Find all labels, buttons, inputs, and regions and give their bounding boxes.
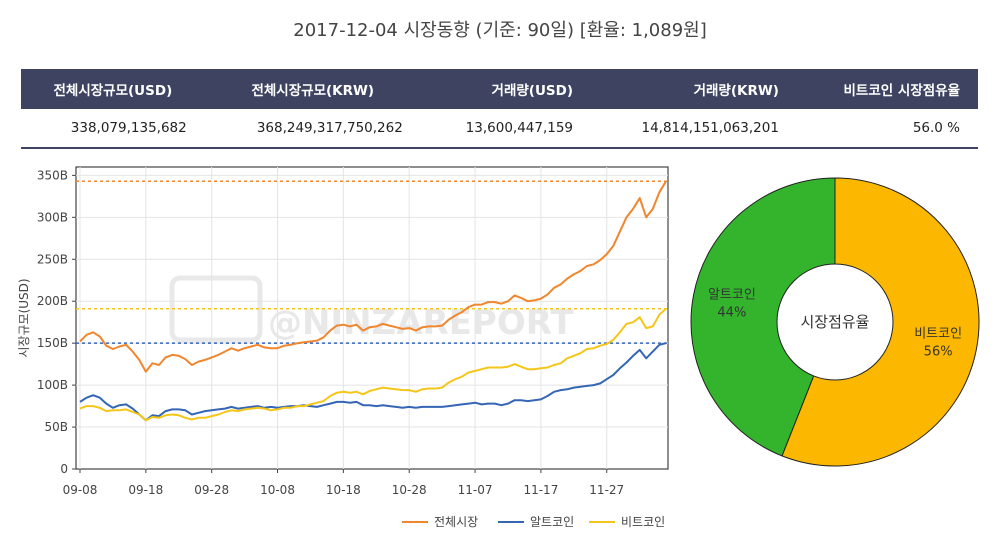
plot-frame [75, 166, 669, 470]
x-tick-label: 11-27 [589, 483, 624, 497]
y-tick-label: 250B [37, 252, 68, 266]
header-volume-krw: 거래량(KRW) [591, 69, 797, 109]
x-tick-label: 10-18 [326, 483, 361, 497]
line-chart: 0 50B 100B 150B 200B 250B 300B 350B 09-08 09-18 09… [17, 166, 669, 497]
y-tick-label: 300B [37, 210, 68, 224]
value-total-usd: 338,079,135,682 [21, 109, 205, 149]
summary-value-row: 338,079,135,682 368,249,317,750,262 13,6… [21, 109, 978, 149]
value-volume-krw: 14,814,151,063,201 [591, 109, 797, 149]
y-tick-label: 50B [44, 420, 68, 434]
x-tick-label: 11-17 [523, 483, 558, 497]
x-tick-label: 09-18 [128, 483, 163, 497]
pie-label-name: 알트코인 [708, 287, 756, 302]
watermark: @NINZAREPORT [169, 275, 574, 343]
series-line-비트코인 [79, 308, 667, 422]
summary-header-row: 전체시장규모(USD) 전체시장규모(KRW) 거래량(USD) 거래량(KRW… [21, 69, 978, 109]
y-axis-label: 시장규모(USD) [17, 278, 31, 357]
market-summary-table: 전체시장규모(USD) 전체시장규모(KRW) 거래량(USD) 거래량(KRW… [21, 69, 978, 149]
header-total-krw: 전체시장규모(KRW) [204, 69, 421, 109]
x-tick-label: 10-28 [392, 483, 427, 497]
x-tick-label: 09-28 [194, 483, 229, 497]
header-volume-usd: 거래량(USD) [420, 69, 592, 109]
value-btc-dominance: 56.0 % [796, 109, 978, 149]
chart-legend: 전체시장 알트코인 비트코인 [402, 515, 665, 529]
y-tick-label: 0 [60, 462, 68, 476]
series-line-전체시장 [79, 180, 667, 373]
pie-center-title: 시장점유율 [800, 313, 869, 331]
watermark-text: @NINZAREPORT [268, 303, 574, 343]
y-tick-label: 200B [37, 294, 68, 308]
legend-label: 전체시장 [434, 515, 478, 529]
y-tick-label: 100B [37, 378, 68, 392]
x-tick-label: 11-07 [458, 483, 493, 497]
series-line-알트코인 [79, 342, 667, 422]
x-tick-label: 10-08 [260, 483, 295, 497]
x-tick-label: 09-08 [63, 483, 98, 497]
y-tick-label: 150B [37, 336, 68, 350]
pie-label-value: 44% [717, 305, 746, 320]
value-volume-usd: 13,600,447,159 [420, 109, 592, 149]
header-btc-dominance: 비트코인 시장점유율 [796, 69, 978, 109]
pie-label-name: 비트코인 [914, 327, 962, 342]
value-total-krw: 368,249,317,750,262 [204, 109, 421, 149]
pie-slice-알트코인 [690, 177, 836, 457]
legend-label: 비트코인 [621, 515, 665, 529]
header-total-usd: 전체시장규모(USD) [21, 69, 205, 109]
y-tick-label: 350B [37, 168, 68, 182]
page-title: 2017-12-04 시장동향 (기준: 90일) [환율: 1,089원] [293, 20, 707, 41]
pie-hole [776, 263, 894, 381]
legend-label: 알트코인 [530, 515, 574, 529]
pie-label-value: 56% [924, 345, 953, 360]
